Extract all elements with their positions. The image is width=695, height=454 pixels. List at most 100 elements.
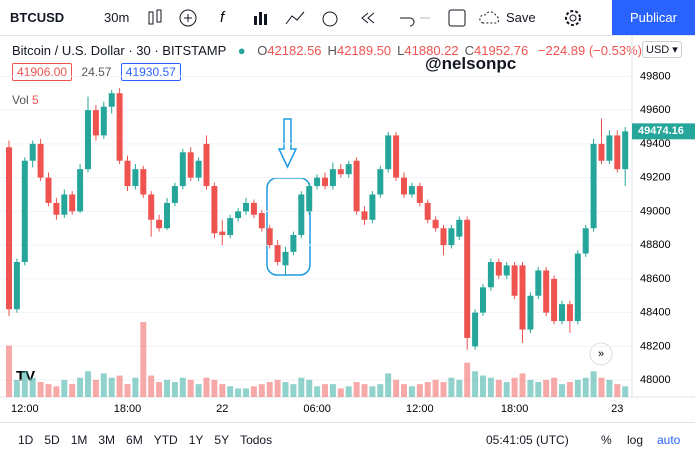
x-tick-label: 18:00 [501, 403, 529, 415]
volume-label: Vol [12, 93, 29, 107]
candle-body [243, 202, 249, 212]
layout-icon[interactable] [447, 7, 471, 29]
volume-bar [250, 386, 257, 397]
candle-body [448, 228, 455, 246]
candle-body [266, 228, 273, 246]
candle-body [274, 245, 281, 262]
volume-bar [582, 377, 589, 397]
volume-bar [480, 375, 486, 397]
candle-body [69, 194, 76, 212]
volume-bar [13, 379, 20, 397]
toolbar-icons: f [148, 9, 430, 27]
ask[interactable]: 41930.57 [120, 63, 181, 81]
candle-body [337, 169, 344, 175]
chart: TV » 49800496004940049200490004880048600… [0, 35, 695, 415]
bid[interactable]: 41906.00 [12, 63, 73, 81]
arrow [277, 118, 298, 169]
save-button[interactable]: Save [506, 10, 536, 25]
price-tag-label: 49474.16 [638, 125, 684, 137]
volume-bar [377, 384, 384, 397]
volume-bar [274, 379, 281, 397]
volume-bar [92, 379, 99, 397]
price-tag [632, 123, 695, 140]
volume-bar [108, 377, 115, 397]
candle-body [393, 135, 400, 178]
ohlc: O42182.56 H42189.50 L41880.22 C41952.76 [257, 43, 534, 58]
settings-icon[interactable] [563, 7, 585, 29]
candle-body [377, 169, 384, 195]
volume-bar [337, 388, 344, 397]
scroll-button[interactable] [589, 342, 613, 366]
candle-body [258, 213, 265, 229]
volume-bar [45, 384, 52, 397]
y-tick-label: 48800 [640, 239, 671, 251]
volume-bar [61, 379, 68, 397]
range[interactable]: 1Y [188, 433, 204, 447]
range[interactable]: 5Y [214, 433, 230, 447]
volume-bar [69, 384, 76, 397]
publish-button[interactable]: Publicar [612, 0, 695, 35]
candle-body [416, 186, 423, 203]
candle-body [29, 143, 36, 161]
candle-body [211, 186, 218, 234]
candle-body [45, 177, 52, 203]
y-tick-label: 49400 [640, 138, 671, 150]
volume-bar [314, 386, 321, 397]
volume-bar [156, 382, 163, 397]
volume-bar [306, 379, 313, 397]
volume-bar [187, 379, 194, 397]
volume-bar [361, 384, 368, 397]
volume-bar [37, 382, 44, 397]
volume-bar [519, 373, 526, 397]
candle-body [164, 202, 170, 229]
volume-bar [448, 377, 455, 397]
candle-body [543, 270, 550, 313]
volume-bar [148, 375, 155, 397]
range[interactable]: 1M [70, 433, 88, 447]
candle-body [100, 106, 107, 136]
candle-body [424, 202, 431, 220]
cloud-icon [479, 11, 500, 24]
range[interactable]: Todos [240, 433, 273, 447]
candle-body [480, 287, 486, 313]
symbol[interactable]: BTCUSD [10, 10, 65, 25]
candle-body [219, 231, 226, 235]
auto-toggle[interactable]: auto [657, 433, 681, 447]
candle-body [551, 278, 558, 322]
percent-toggle[interactable]: % [601, 433, 612, 447]
interval[interactable]: 30m [104, 10, 130, 25]
candle-body [148, 194, 155, 220]
volume-bar [171, 382, 178, 397]
candle-body [598, 143, 605, 161]
scroll-icon[interactable]: » [598, 348, 604, 360]
candle-body [314, 177, 321, 187]
x-tick-label: 12:00 [406, 403, 434, 415]
volume-bar [85, 371, 91, 397]
volume-bar [290, 384, 297, 397]
volume-bar [132, 377, 139, 397]
y-tick-label: 48200 [640, 340, 671, 352]
candle-body [85, 110, 91, 170]
range[interactable]: 5D [44, 433, 60, 447]
candle-body [503, 265, 510, 276]
volume-value: 5 [32, 93, 39, 107]
volume-bar [440, 382, 447, 397]
volume-legend: Vol 5 [12, 93, 39, 107]
candle-body [440, 228, 447, 246]
range[interactable]: 1D [18, 433, 34, 447]
svg-text:f: f [220, 9, 226, 26]
range[interactable]: YTD [153, 433, 178, 447]
currency[interactable]: USD ▾ [642, 41, 682, 58]
range[interactable]: 6M [126, 433, 143, 447]
candle-body [527, 295, 534, 330]
ohlc-value: 41880.22 [404, 43, 459, 58]
candle-body [53, 202, 60, 215]
range[interactable]: 3M [98, 433, 116, 447]
y-tick-label: 48600 [640, 273, 671, 285]
candle-body [495, 261, 502, 276]
volume-bar [77, 377, 84, 397]
volume-bar [124, 384, 131, 397]
log-toggle[interactable]: log [627, 433, 644, 447]
candle-body [132, 169, 139, 187]
volume-bar [614, 384, 621, 397]
